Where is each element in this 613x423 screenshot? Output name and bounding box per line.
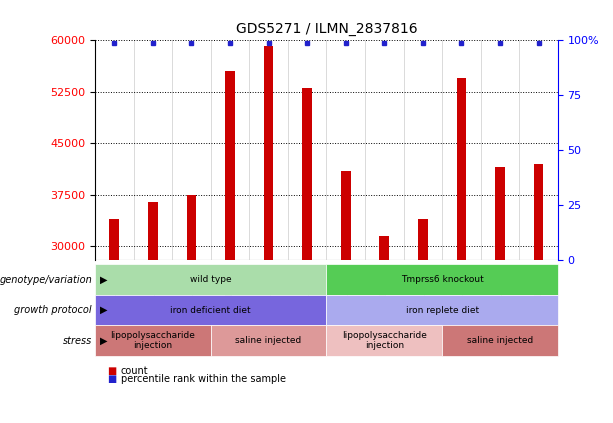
Text: saline injected: saline injected xyxy=(467,336,533,345)
Text: ■: ■ xyxy=(107,366,116,376)
Bar xyxy=(148,202,158,260)
Bar xyxy=(457,78,466,260)
Bar xyxy=(379,236,389,260)
Bar xyxy=(264,46,273,260)
Bar xyxy=(302,88,312,260)
Bar xyxy=(341,171,351,260)
Bar xyxy=(225,71,235,260)
Text: ■: ■ xyxy=(107,374,116,384)
Text: stress: stress xyxy=(63,335,92,346)
Text: count: count xyxy=(121,366,148,376)
Text: lipopolysaccharide
injection: lipopolysaccharide injection xyxy=(342,331,427,350)
Text: ▶: ▶ xyxy=(100,305,107,315)
Text: Tmprss6 knockout: Tmprss6 knockout xyxy=(401,275,484,284)
Text: growth protocol: growth protocol xyxy=(14,305,92,315)
Text: genotype/variation: genotype/variation xyxy=(0,275,92,285)
Bar xyxy=(534,164,543,260)
Bar xyxy=(110,219,119,260)
Bar xyxy=(495,168,504,260)
Text: ▶: ▶ xyxy=(100,335,107,346)
Text: percentile rank within the sample: percentile rank within the sample xyxy=(121,374,286,384)
Text: lipopolysaccharide
injection: lipopolysaccharide injection xyxy=(110,331,196,350)
Bar xyxy=(186,195,196,260)
Text: iron deficient diet: iron deficient diet xyxy=(170,305,251,315)
Text: saline injected: saline injected xyxy=(235,336,302,345)
Text: wild type: wild type xyxy=(190,275,232,284)
Text: iron replete diet: iron replete diet xyxy=(406,305,479,315)
Title: GDS5271 / ILMN_2837816: GDS5271 / ILMN_2837816 xyxy=(235,22,417,36)
Bar xyxy=(418,219,428,260)
Text: ▶: ▶ xyxy=(100,275,107,285)
